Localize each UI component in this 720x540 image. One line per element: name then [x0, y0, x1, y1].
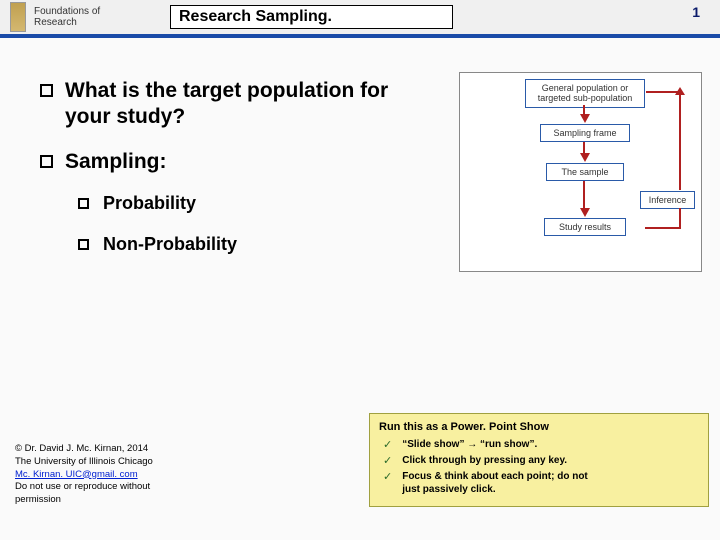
- arrow-down-icon: [580, 114, 590, 123]
- diagram-box-sample: The sample: [546, 163, 624, 181]
- diagram-box-results: Study results: [544, 218, 626, 236]
- sampling-diagram: General population or targeted sub-popul…: [459, 72, 702, 272]
- arrow-line: [583, 181, 585, 209]
- header-bar: Foundations of Research Research Samplin…: [0, 0, 720, 38]
- instruction-tail: just passively click.: [402, 484, 495, 495]
- instruction-text-3: Focus & think about each point; do not j…: [402, 470, 588, 496]
- checkbox-icon: [78, 198, 89, 209]
- diagram-box-frame: Sampling frame: [540, 124, 630, 142]
- credits-copyright: © Dr. David J. Mc. Kirnan, 2014: [15, 443, 153, 456]
- arrow-line: [645, 227, 681, 229]
- header-label: Foundations of Research: [34, 6, 100, 28]
- slide-title: Research Sampling.: [170, 5, 453, 29]
- diagram-box-population: General population or targeted sub-popul…: [525, 79, 645, 108]
- check-icon: ✓: [383, 470, 392, 483]
- diagram-inference-label: Inference: [640, 191, 695, 209]
- arrow-line: [679, 208, 681, 228]
- instruction-row: ✓ “Slide show” → “run show”.: [379, 438, 699, 451]
- checkbox-icon: [40, 155, 53, 168]
- credits-notice-2: permission: [15, 494, 153, 507]
- instruction-text-2: Click through by pressing any key.: [402, 454, 567, 467]
- instruction-title: Run this as a Power. Point Show: [379, 421, 699, 433]
- not-word: not: [572, 471, 588, 482]
- credits-notice-1: Do not use or reproduce without: [15, 481, 153, 494]
- header-label-l2: Research: [34, 17, 77, 28]
- instruction-text-1: “Slide show” → “run show”.: [402, 438, 537, 451]
- credits-block: © Dr. David J. Mc. Kirnan, 2014 The Univ…: [15, 443, 153, 507]
- arrow-down-icon: [580, 153, 590, 162]
- bullet-q1-text: What is the target population for your s…: [65, 78, 405, 131]
- instruction-row: ✓ Click through by pressing any key.: [379, 454, 699, 467]
- instruction-row: ✓ Focus & think about each point; do not…: [379, 470, 699, 496]
- credits-affiliation: The University of Illinois Chicago: [15, 456, 153, 469]
- checkbox-icon: [78, 239, 89, 250]
- checkbox-icon: [40, 84, 53, 97]
- arrow-line: [646, 91, 682, 93]
- instruction-box: Run this as a Power. Point Show ✓ “Slide…: [369, 413, 709, 507]
- header-label-l1: Foundations of: [34, 6, 100, 17]
- sub-bullet-1-text: Probability: [103, 193, 196, 214]
- logo-icon: [10, 2, 26, 32]
- sub-bullet-2-text: Non-Probability: [103, 234, 237, 255]
- credits-email-link[interactable]: Mc. Kirnan. UIC@gmail. com: [15, 469, 138, 480]
- page-number: 1: [692, 4, 700, 20]
- arrow-down-icon: [580, 208, 590, 217]
- bullet-q2-text: Sampling:: [65, 149, 167, 175]
- check-icon: ✓: [383, 454, 392, 467]
- check-icon: ✓: [383, 438, 392, 451]
- arrow-line: [679, 93, 681, 190]
